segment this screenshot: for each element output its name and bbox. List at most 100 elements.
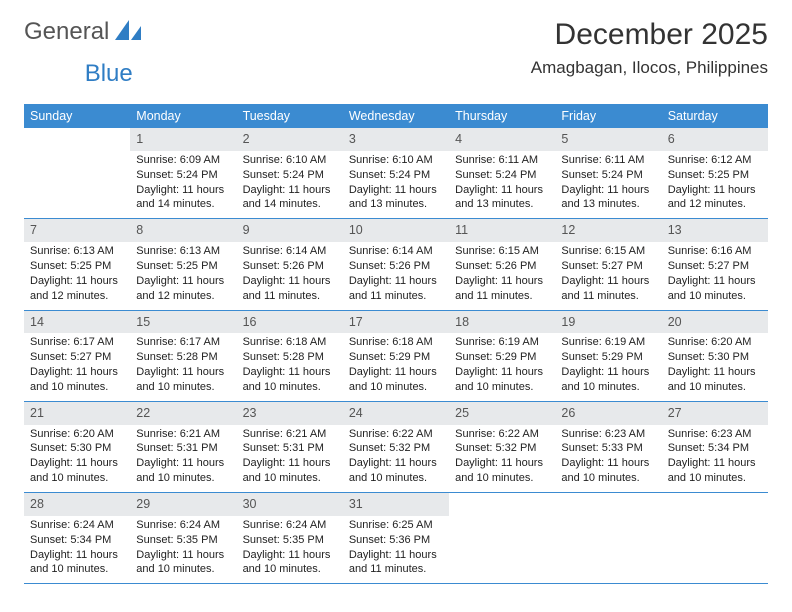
day-body: Sunrise: 6:16 AMSunset: 5:27 PMDaylight:… [662,242,768,309]
sunset-text: Sunset: 5:24 PM [349,168,443,183]
sunset-text: Sunset: 5:27 PM [30,350,124,365]
day-cell: . [449,493,555,583]
day-body: Sunrise: 6:23 AMSunset: 5:34 PMDaylight:… [662,425,768,492]
day-cell: 17Sunrise: 6:18 AMSunset: 5:29 PMDayligh… [343,311,449,401]
day-body: Sunrise: 6:21 AMSunset: 5:31 PMDaylight:… [237,425,343,492]
day-cell: . [662,493,768,583]
sunset-text: Sunset: 5:28 PM [136,350,230,365]
day-number: 2 [237,128,343,151]
sunrise-text: Sunrise: 6:13 AM [136,244,230,259]
daylight-text: Daylight: 11 hours and 10 minutes. [136,365,230,395]
week-row: 21Sunrise: 6:20 AMSunset: 5:30 PMDayligh… [24,402,768,493]
daylight-text: Daylight: 11 hours and 10 minutes. [349,365,443,395]
day-body: Sunrise: 6:24 AMSunset: 5:35 PMDaylight:… [130,516,236,583]
day-body: Sunrise: 6:22 AMSunset: 5:32 PMDaylight:… [449,425,555,492]
week-row: 7Sunrise: 6:13 AMSunset: 5:25 PMDaylight… [24,219,768,310]
day-cell: 12Sunrise: 6:15 AMSunset: 5:27 PMDayligh… [555,219,661,309]
sunset-text: Sunset: 5:25 PM [30,259,124,274]
day-cell: 11Sunrise: 6:15 AMSunset: 5:26 PMDayligh… [449,219,555,309]
day-cell: . [555,493,661,583]
sunrise-text: Sunrise: 6:20 AM [668,335,762,350]
sunrise-text: Sunrise: 6:18 AM [243,335,337,350]
logo-text-blue: Blue [85,60,133,88]
day-header-sunday: Sunday [24,104,130,128]
day-body: Sunrise: 6:19 AMSunset: 5:29 PMDaylight:… [449,333,555,400]
daylight-text: Daylight: 11 hours and 10 minutes. [243,365,337,395]
sunrise-text: Sunrise: 6:22 AM [455,427,549,442]
day-number: 14 [24,311,130,334]
week-row: 14Sunrise: 6:17 AMSunset: 5:27 PMDayligh… [24,311,768,402]
day-body: Sunrise: 6:10 AMSunset: 5:24 PMDaylight:… [237,151,343,218]
day-header-wednesday: Wednesday [343,104,449,128]
day-body: Sunrise: 6:15 AMSunset: 5:27 PMDaylight:… [555,242,661,309]
day-cell: 13Sunrise: 6:16 AMSunset: 5:27 PMDayligh… [662,219,768,309]
sunrise-text: Sunrise: 6:23 AM [561,427,655,442]
daylight-text: Daylight: 11 hours and 10 minutes. [30,365,124,395]
daylight-text: Daylight: 11 hours and 10 minutes. [561,456,655,486]
sunset-text: Sunset: 5:27 PM [668,259,762,274]
daylight-text: Daylight: 11 hours and 14 minutes. [136,183,230,213]
logo: General [24,18,143,46]
sunset-text: Sunset: 5:29 PM [561,350,655,365]
daylight-text: Daylight: 11 hours and 13 minutes. [349,183,443,213]
day-number: 23 [237,402,343,425]
sunrise-text: Sunrise: 6:12 AM [668,153,762,168]
sunrise-text: Sunrise: 6:19 AM [455,335,549,350]
sunset-text: Sunset: 5:35 PM [243,533,337,548]
day-body: Sunrise: 6:14 AMSunset: 5:26 PMDaylight:… [237,242,343,309]
day-body: Sunrise: 6:18 AMSunset: 5:29 PMDaylight:… [343,333,449,400]
day-cell: 31Sunrise: 6:25 AMSunset: 5:36 PMDayligh… [343,493,449,583]
daylight-text: Daylight: 11 hours and 14 minutes. [243,183,337,213]
day-body: Sunrise: 6:17 AMSunset: 5:28 PMDaylight:… [130,333,236,400]
day-cell: 18Sunrise: 6:19 AMSunset: 5:29 PMDayligh… [449,311,555,401]
logo-text-general: General [24,18,109,46]
sunrise-text: Sunrise: 6:22 AM [349,427,443,442]
day-cell: . [24,128,130,218]
day-body: Sunrise: 6:10 AMSunset: 5:24 PMDaylight:… [343,151,449,218]
day-number: 13 [662,219,768,242]
week-row: .1Sunrise: 6:09 AMSunset: 5:24 PMDayligh… [24,128,768,219]
page: General December 2025 Amagbagan, Ilocos,… [0,0,792,602]
day-cell: 14Sunrise: 6:17 AMSunset: 5:27 PMDayligh… [24,311,130,401]
day-number: 1 [130,128,236,151]
day-number: 27 [662,402,768,425]
day-number: 5 [555,128,661,151]
daylight-text: Daylight: 11 hours and 10 minutes. [243,548,337,578]
day-header-friday: Friday [555,104,661,128]
day-number: 20 [662,311,768,334]
day-body: Sunrise: 6:11 AMSunset: 5:24 PMDaylight:… [555,151,661,218]
sunset-text: Sunset: 5:24 PM [243,168,337,183]
sunrise-text: Sunrise: 6:17 AM [136,335,230,350]
sunrise-text: Sunrise: 6:25 AM [349,518,443,533]
sunrise-text: Sunrise: 6:11 AM [561,153,655,168]
day-cell: 24Sunrise: 6:22 AMSunset: 5:32 PMDayligh… [343,402,449,492]
day-cell: 28Sunrise: 6:24 AMSunset: 5:34 PMDayligh… [24,493,130,583]
day-cell: 5Sunrise: 6:11 AMSunset: 5:24 PMDaylight… [555,128,661,218]
day-cell: 21Sunrise: 6:20 AMSunset: 5:30 PMDayligh… [24,402,130,492]
sunrise-text: Sunrise: 6:17 AM [30,335,124,350]
day-cell: 26Sunrise: 6:23 AMSunset: 5:33 PMDayligh… [555,402,661,492]
day-cell: 20Sunrise: 6:20 AMSunset: 5:30 PMDayligh… [662,311,768,401]
day-number: 25 [449,402,555,425]
day-number: 11 [449,219,555,242]
daylight-text: Daylight: 11 hours and 12 minutes. [136,274,230,304]
day-number: 4 [449,128,555,151]
daylight-text: Daylight: 11 hours and 10 minutes. [668,365,762,395]
sunrise-text: Sunrise: 6:15 AM [455,244,549,259]
sunset-text: Sunset: 5:32 PM [455,441,549,456]
sunrise-text: Sunrise: 6:19 AM [561,335,655,350]
sunrise-text: Sunrise: 6:21 AM [243,427,337,442]
day-body: Sunrise: 6:23 AMSunset: 5:33 PMDaylight:… [555,425,661,492]
day-cell: 23Sunrise: 6:21 AMSunset: 5:31 PMDayligh… [237,402,343,492]
sunset-text: Sunset: 5:34 PM [30,533,124,548]
sunset-text: Sunset: 5:30 PM [30,441,124,456]
sail-icon [115,20,141,45]
daylight-text: Daylight: 11 hours and 10 minutes. [668,274,762,304]
sunset-text: Sunset: 5:33 PM [561,441,655,456]
day-cell: 4Sunrise: 6:11 AMSunset: 5:24 PMDaylight… [449,128,555,218]
day-number: 9 [237,219,343,242]
day-body: Sunrise: 6:13 AMSunset: 5:25 PMDaylight:… [24,242,130,309]
day-cell: 25Sunrise: 6:22 AMSunset: 5:32 PMDayligh… [449,402,555,492]
day-cell: 1Sunrise: 6:09 AMSunset: 5:24 PMDaylight… [130,128,236,218]
day-cell: 3Sunrise: 6:10 AMSunset: 5:24 PMDaylight… [343,128,449,218]
